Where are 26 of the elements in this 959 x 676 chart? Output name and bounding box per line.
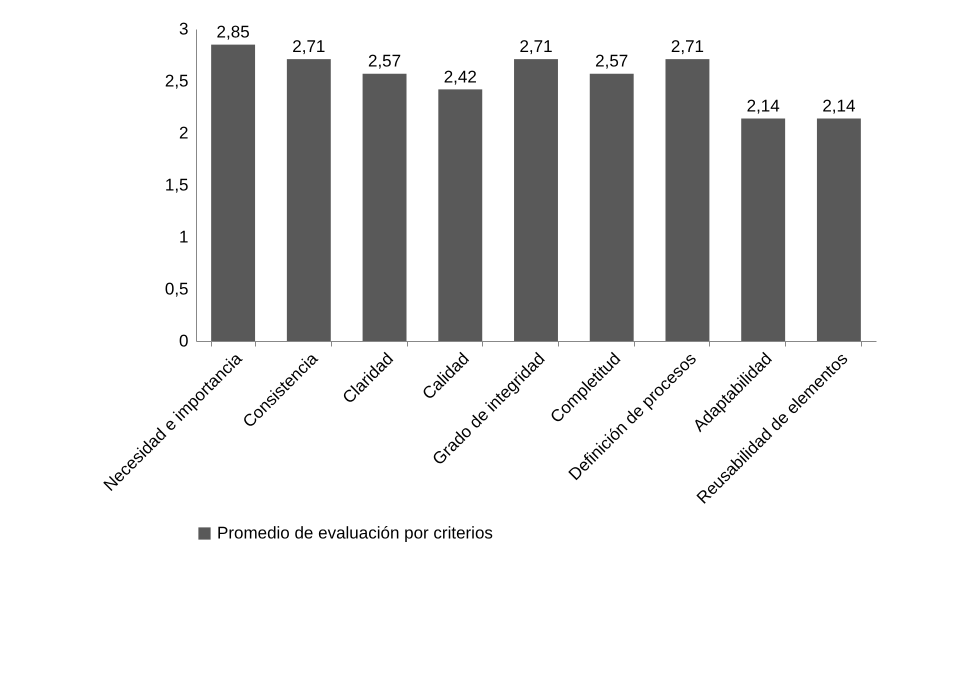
bar [514,59,558,341]
bar [590,74,634,341]
y-tick-label: 2,5 [164,72,188,90]
y-tick-label: 1,5 [164,176,188,194]
y-tick-label: 0,5 [164,280,188,298]
data-label: 2,85 [216,22,250,42]
bar [438,89,482,341]
data-label: 2,57 [595,52,628,71]
bar [211,44,256,341]
legend-label: Promedio de evaluación por criterios [217,524,493,542]
y-tick-label: 0 [179,332,188,350]
bar [665,59,710,341]
data-label: 2,42 [444,67,477,86]
data-label: 2,14 [746,96,780,116]
y-tick-label: 3 [179,20,188,38]
data-label: 2,57 [368,52,402,71]
data-label: 2,71 [292,37,326,56]
bar [816,118,861,341]
y-tick-label: 1 [179,228,188,246]
data-label: 2,14 [822,96,856,116]
y-tick-label: 2 [179,124,188,142]
bar [286,59,331,341]
bar [741,118,786,341]
data-label: 2,71 [519,37,553,56]
data-label: 2,71 [670,37,704,56]
bar [362,74,407,341]
